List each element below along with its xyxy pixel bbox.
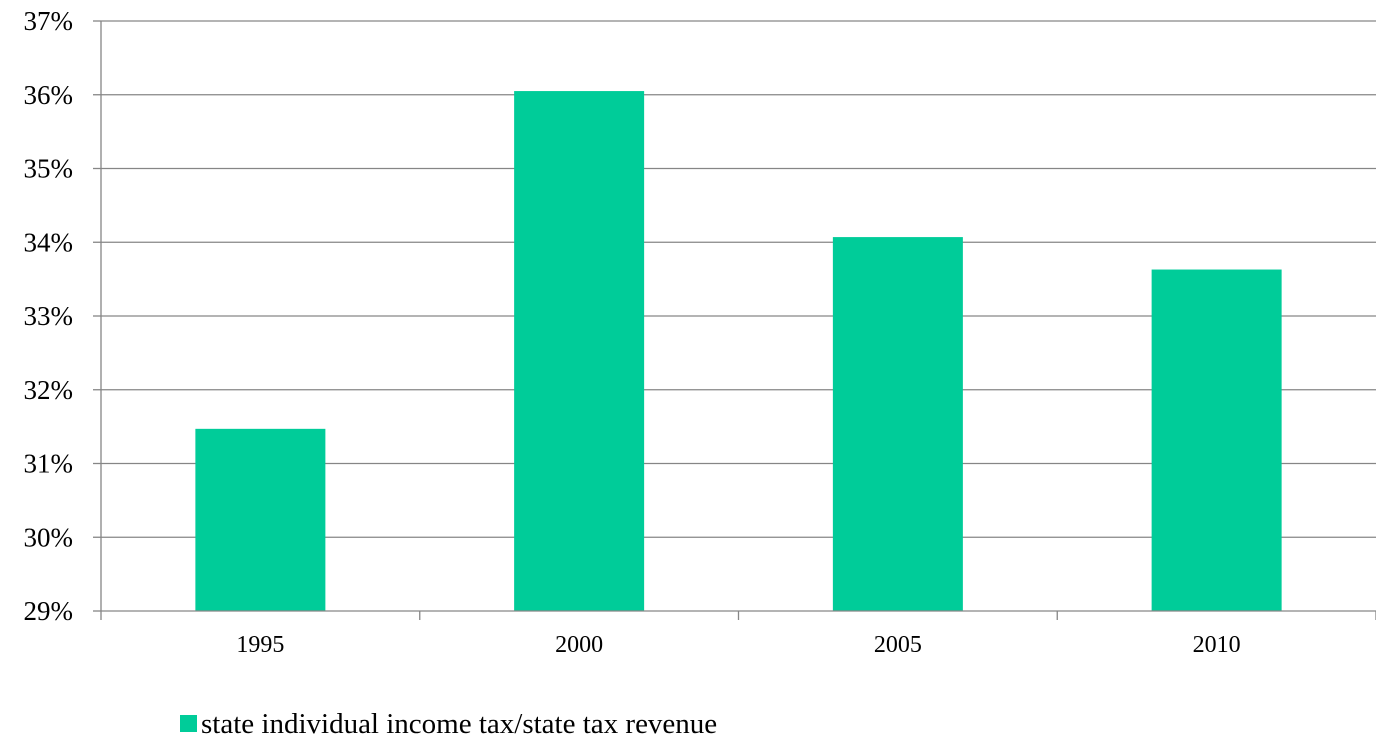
bar xyxy=(832,237,963,611)
y-tick-label: 30% xyxy=(24,522,74,552)
y-tick-label: 29% xyxy=(24,596,74,626)
x-tick-label: 1995 xyxy=(236,632,284,658)
bars xyxy=(195,91,1282,611)
legend: state individual income tax/state tax re… xyxy=(180,708,717,740)
y-tick-label: 35% xyxy=(24,154,74,184)
axes xyxy=(93,20,1376,620)
y-tick-label: 31% xyxy=(24,449,74,479)
legend-label: state individual income tax/state tax re… xyxy=(201,708,717,740)
bar xyxy=(514,91,645,611)
x-tick-label: 2000 xyxy=(555,632,603,658)
y-tick-label: 32% xyxy=(24,375,74,405)
y-tick-label: 37% xyxy=(24,6,74,36)
bar xyxy=(195,428,326,611)
x-tick-label: 2010 xyxy=(1193,632,1241,658)
y-tick-label: 33% xyxy=(24,301,74,331)
legend-swatch xyxy=(180,715,197,732)
y-tick-label: 34% xyxy=(24,227,74,257)
tick-labels: 29% 30% 31% 32% 33% 34% 35% 36% 37% 1995 2000 2005 2… xyxy=(24,6,1241,658)
x-tick-label: 2005 xyxy=(874,632,922,658)
bar xyxy=(1151,269,1282,611)
y-tick-label: 36% xyxy=(24,80,74,110)
